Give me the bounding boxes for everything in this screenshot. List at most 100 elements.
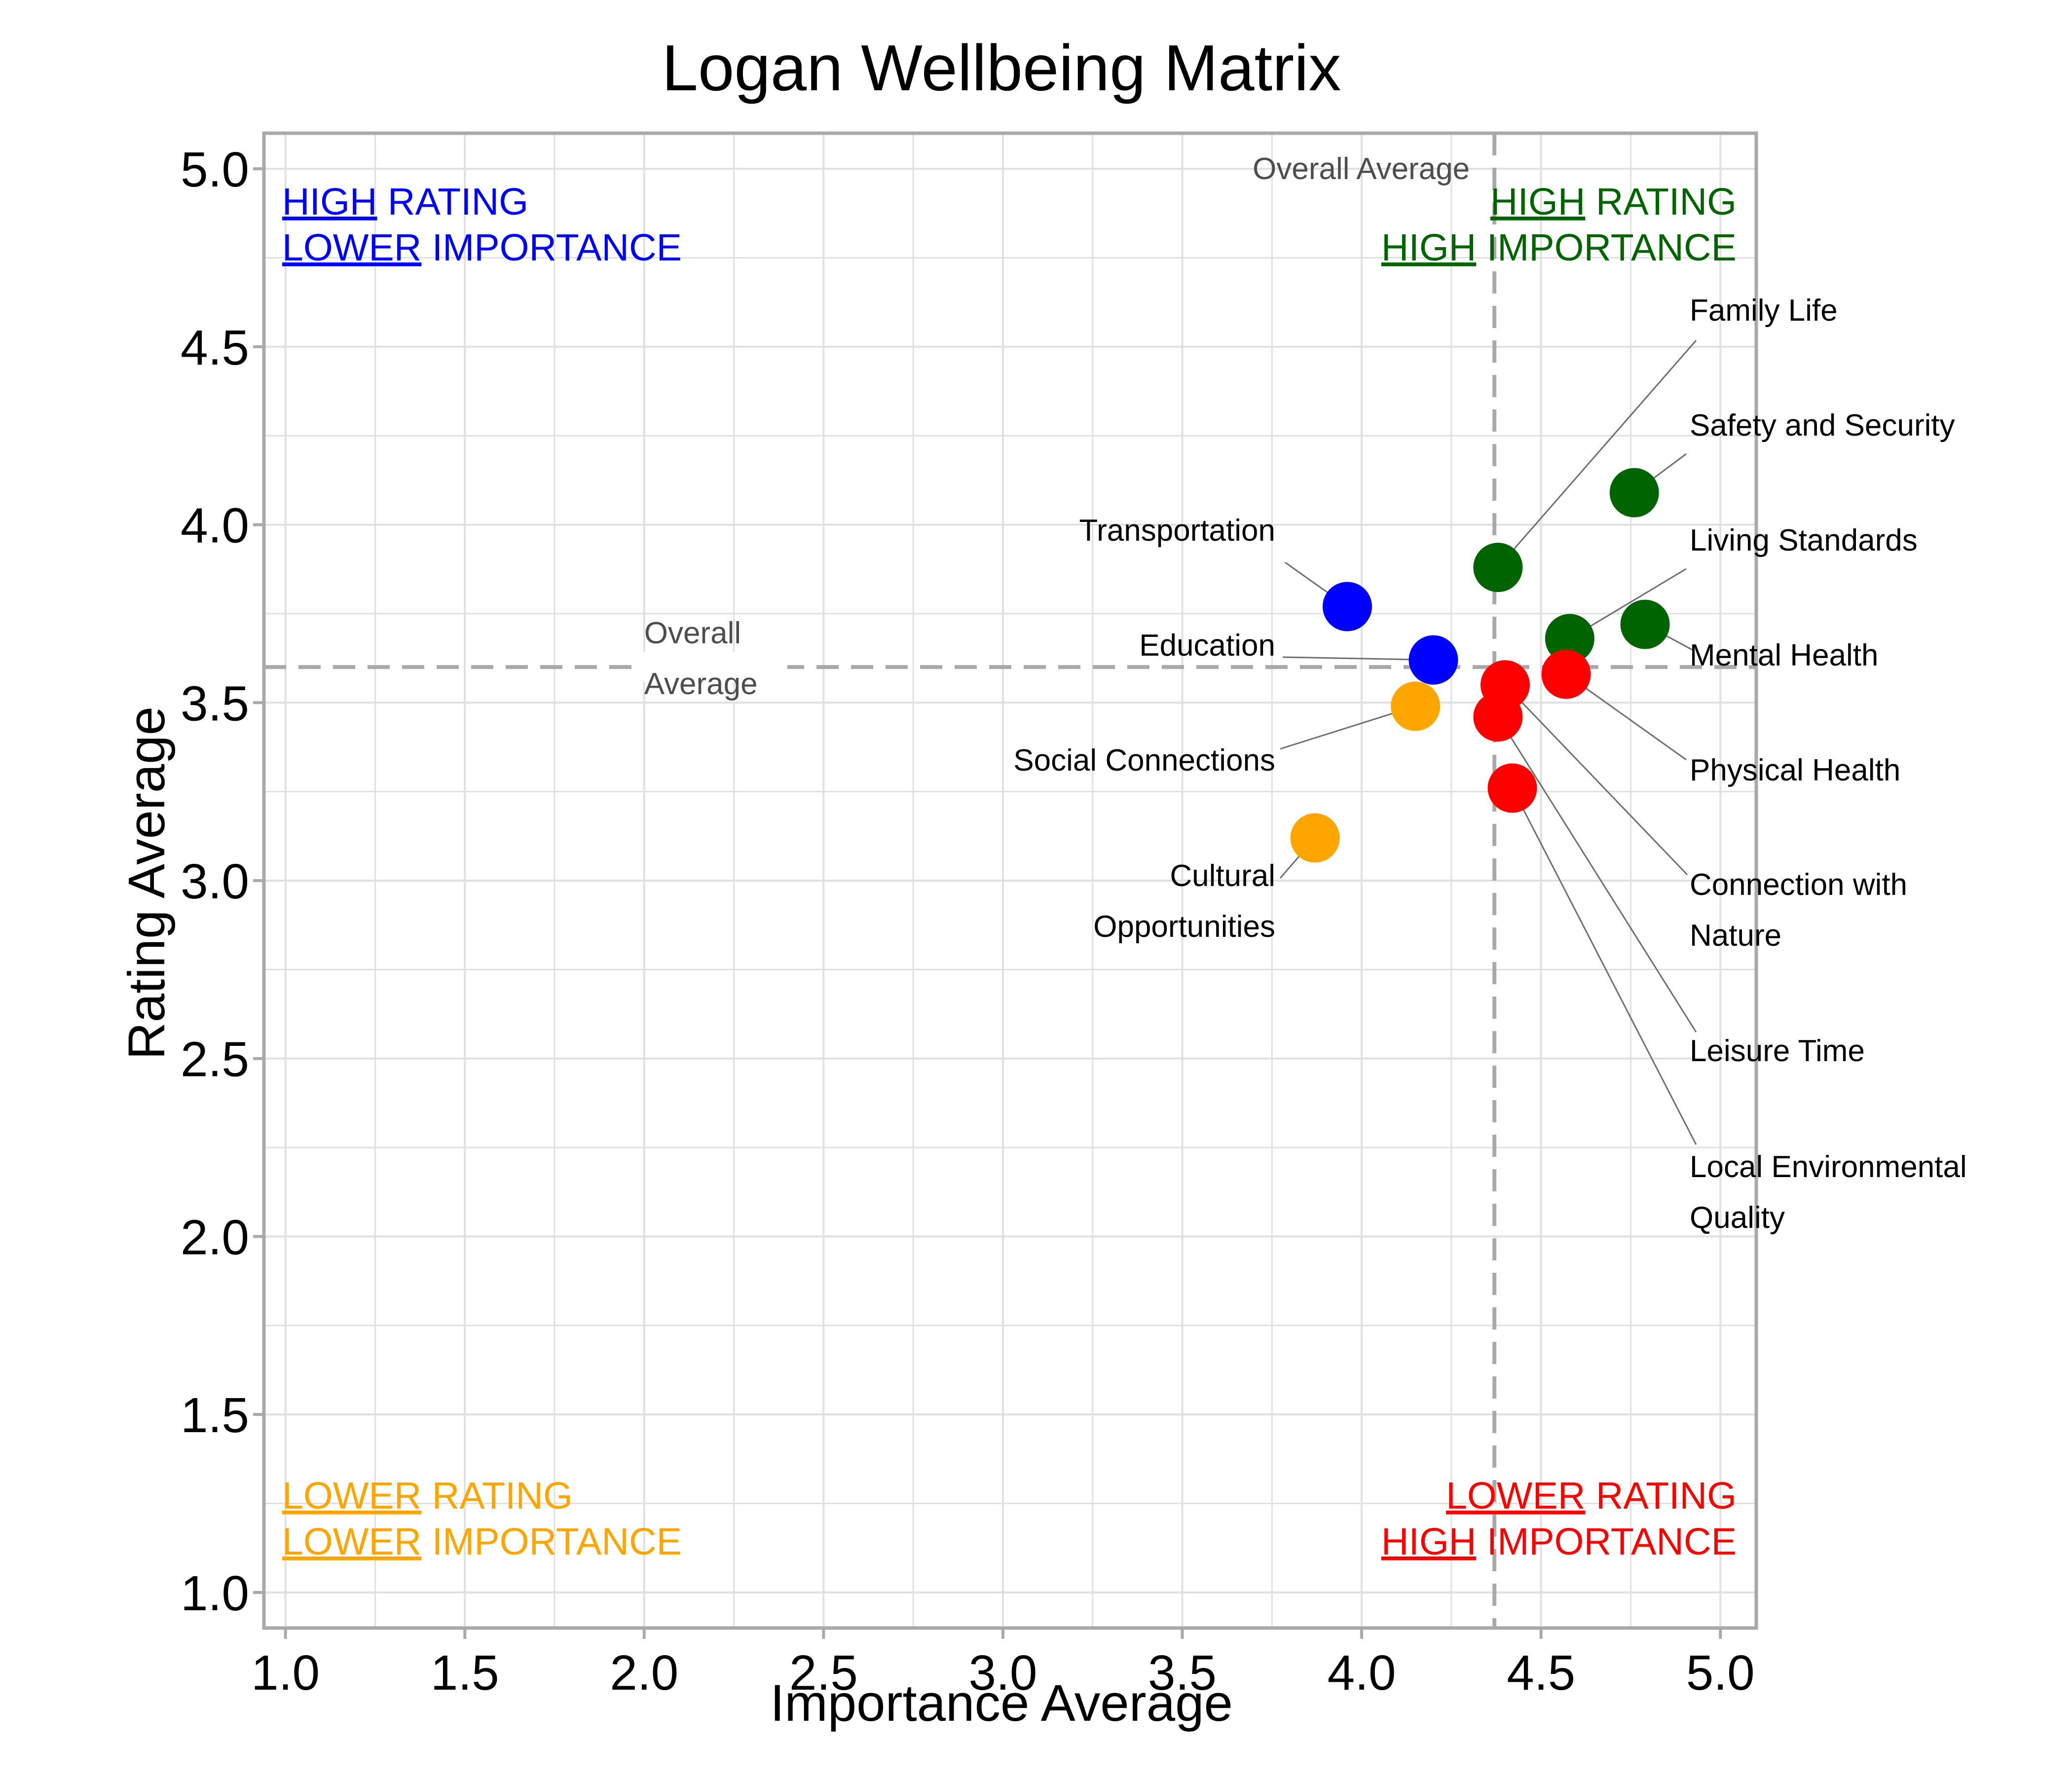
y-tick-label: 3.0 (181, 854, 249, 909)
leader-line (1518, 801, 1697, 1145)
point-label-line: Connection with (1690, 868, 1907, 902)
point-label-line: Living Standards (1690, 523, 1918, 557)
point-labels: Family Life Safety and Security Living Sta… (1013, 294, 1967, 1235)
quadrant-label-line: HIGH RATING (1490, 181, 1737, 223)
y-tick-label: 4.5 (181, 320, 249, 375)
y-tick-label: 1.5 (181, 1388, 249, 1443)
quadrant-label-emphasis: HIGH (1381, 1520, 1477, 1563)
point-label: Leisure Time (1690, 1034, 1865, 1068)
point-label-line: Nature (1690, 919, 1781, 953)
y-average-label: Overall Average (639, 616, 787, 701)
x-tick-label: 3.5 (1148, 1645, 1217, 1701)
quadrant-label-rest: RATING (377, 181, 529, 223)
point-label: Education (1139, 629, 1275, 663)
quadrant-label-emphasis: LOWER (282, 1520, 421, 1563)
data-point (1545, 614, 1594, 664)
point-label: Connection with Nature (1690, 868, 1907, 953)
x-tick-label: 5.0 (1686, 1645, 1755, 1701)
point-label: Family Life (1690, 294, 1838, 328)
y-tick-label: 5.0 (181, 142, 249, 197)
x-tick-label: 4.0 (1328, 1645, 1396, 1701)
y-tick-label: 2.0 (181, 1210, 249, 1265)
quadrant-label-rest: RATING (421, 1475, 573, 1517)
point-label: Physical Health (1690, 753, 1900, 787)
point-label-line: Quality (1690, 1201, 1785, 1235)
quadrant-label-line: HIGH IMPORTANCE (1381, 226, 1737, 269)
quadrant-label-line: HIGH RATING (282, 181, 528, 223)
leader-line (1285, 561, 1336, 599)
chart-title: Logan Wellbeing Matrix (662, 32, 1341, 104)
x-tick-label: 2.5 (789, 1645, 858, 1701)
leader-line (1507, 340, 1697, 557)
data-point (1609, 468, 1659, 518)
point-label-line: Physical Health (1690, 753, 1900, 787)
point-label: Living Standards (1690, 523, 1918, 557)
y-tick-label: 1.0 (181, 1566, 249, 1621)
x-axis-title: Importance Average (770, 1674, 1233, 1732)
data-point (1473, 692, 1523, 742)
x-average-label: Overall Average (1253, 152, 1470, 186)
point-label: Cultural Opportunities (1093, 859, 1275, 944)
y-tick-label: 2.5 (181, 1032, 249, 1087)
point-label-line: Safety and Security (1690, 408, 1955, 443)
data-point (1323, 582, 1372, 631)
quadrant-label-line: HIGH IMPORTANCE (1381, 1520, 1737, 1563)
quadrant-label-line: LOWER RATING (282, 1475, 573, 1517)
quadrant-label-rest: IMPORTANCE (421, 1520, 682, 1563)
point-label-line: Education (1139, 629, 1275, 663)
leader-line (1282, 656, 1419, 661)
quadrant-label-rest: IMPORTANCE (1476, 226, 1737, 269)
data-point (1290, 813, 1340, 863)
point-label: Safety and Security (1690, 408, 1955, 443)
quadrant-label-emphasis: LOWER (1446, 1475, 1585, 1517)
data-point (1541, 649, 1591, 699)
point-label: Mental Health (1690, 638, 1879, 672)
leader-line (1582, 568, 1687, 632)
data-point (1487, 763, 1537, 813)
quadrant-label-rest: IMPORTANCE (1476, 1520, 1737, 1563)
y-average-label-bg (639, 652, 787, 682)
leader-line (1280, 710, 1402, 750)
point-label-line: Cultural (1170, 859, 1275, 893)
point-label-line: Local Environmental (1690, 1150, 1967, 1184)
grid (264, 133, 1756, 1628)
quadrant-label-emphasis: HIGH (282, 181, 377, 223)
quadrant-label-emphasis: LOWER (282, 1475, 421, 1517)
point-label-line: Opportunities (1093, 910, 1275, 944)
leader-line (1578, 682, 1687, 761)
x-tick-label: 1.5 (431, 1645, 499, 1701)
data-point (1473, 543, 1523, 592)
point-label-line: Family Life (1690, 294, 1838, 328)
quadrant-label-rest: RATING (1585, 181, 1737, 223)
quadrant-label-emphasis: HIGH (1490, 181, 1586, 223)
quadrant-label-line: LOWER RATING (1446, 1475, 1737, 1517)
y-axis-title: Rating Average (118, 706, 176, 1060)
data-points (1290, 468, 1670, 863)
y-average-label-line: Average (644, 667, 758, 701)
y-tick-label: 3.5 (181, 676, 249, 731)
data-point (1408, 635, 1458, 685)
data-point (1620, 599, 1670, 649)
point-label-line: Mental Health (1690, 638, 1879, 672)
x-tick-label: 4.5 (1507, 1645, 1575, 1701)
point-label-line: Social Connections (1013, 743, 1275, 777)
quadrant-label-line: LOWER IMPORTANCE (282, 226, 682, 269)
y-average-label-line: Overall (644, 616, 741, 650)
leader-line (1515, 695, 1688, 876)
x-tick-label: 3.0 (968, 1645, 1037, 1701)
point-label-line: Leisure Time (1690, 1034, 1865, 1068)
x-tick-label: 1.0 (251, 1645, 320, 1701)
leader-lines (1279, 340, 1697, 1145)
quadrant-label-emphasis: LOWER (282, 226, 421, 269)
x-tick-label: 2.0 (610, 1645, 678, 1701)
leader-line (1505, 729, 1697, 1033)
point-label: Social Connections (1013, 743, 1275, 777)
quadrant-label-line: LOWER IMPORTANCE (282, 1520, 682, 1563)
quadrant-label-emphasis: HIGH (1381, 226, 1477, 269)
